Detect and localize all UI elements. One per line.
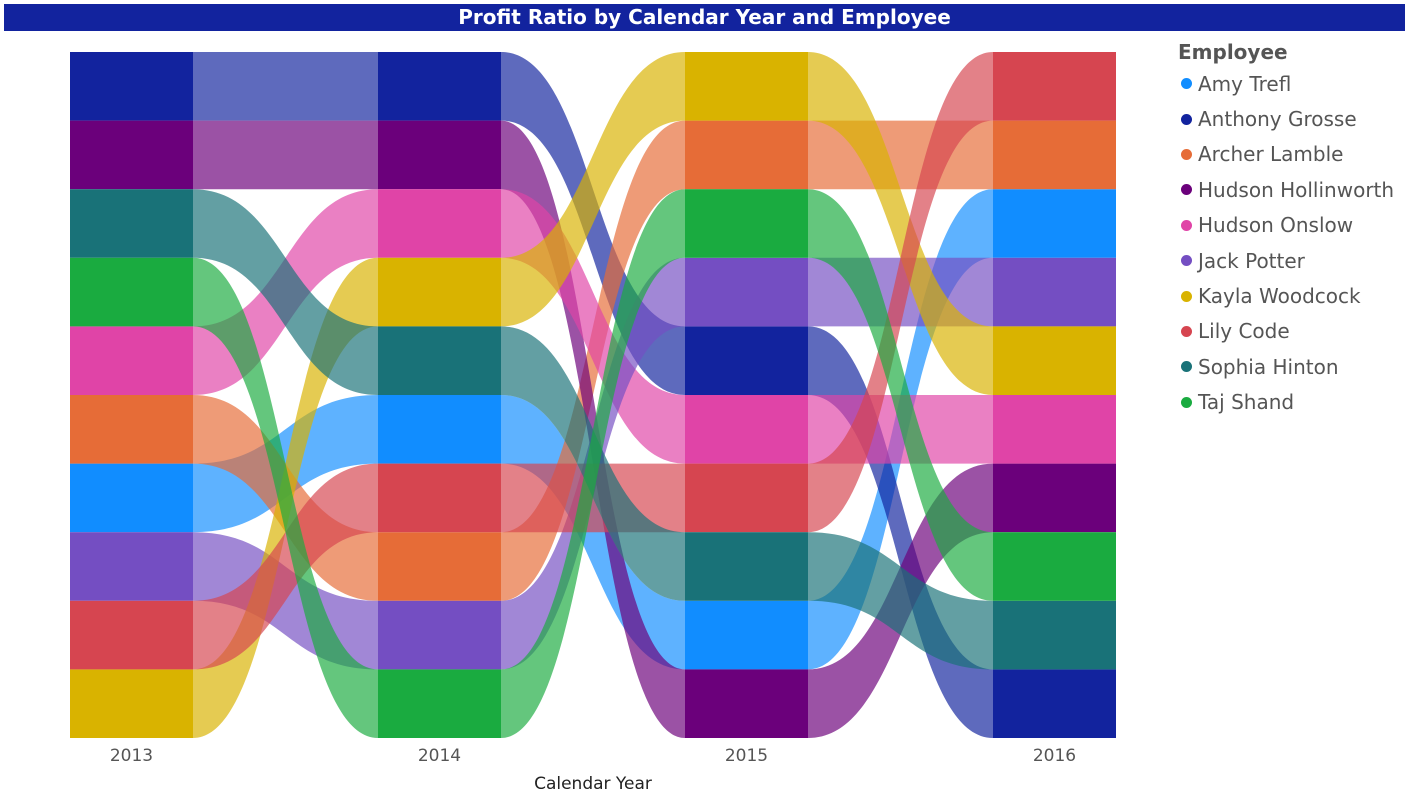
segment-lily-code-2016[interactable] xyxy=(993,52,1116,121)
segment-jack-potter-2015[interactable] xyxy=(685,257,808,327)
segment-hudson-onslow-2015[interactable] xyxy=(685,395,808,464)
legend-marker xyxy=(1181,361,1192,373)
segment-kayla-woodcock-2014[interactable] xyxy=(378,257,501,327)
ribbon-taj-shand-2015-2016[interactable] xyxy=(808,189,993,601)
legend-item-archer-lamble[interactable]: Archer Lamble xyxy=(1178,137,1394,172)
chart-title: Profit Ratio by Calendar Year and Employ… xyxy=(4,4,1405,31)
legend-marker xyxy=(1181,113,1192,125)
legend-label: Lily Code xyxy=(1198,319,1290,344)
segment-taj-shand-2014[interactable] xyxy=(378,669,501,738)
segment-archer-lamble-2014[interactable] xyxy=(378,532,501,601)
segment-kayla-woodcock-2013[interactable] xyxy=(70,669,193,738)
segment-hudson-hollinworth-2013[interactable] xyxy=(70,120,193,190)
segment-archer-lamble-2013[interactable] xyxy=(70,395,193,464)
ribbons-layer xyxy=(193,52,993,739)
ribbon-kayla-woodcock-2015-2016[interactable] xyxy=(808,52,993,395)
segment-sophia-hinton-2016[interactable] xyxy=(993,600,1116,670)
segment-taj-shand-2015[interactable] xyxy=(685,189,808,258)
legend-item-sophia-hinton[interactable]: Sophia Hinton xyxy=(1178,349,1394,384)
segment-hudson-hollinworth-2014[interactable] xyxy=(378,120,501,190)
legend-label: Archer Lamble xyxy=(1198,142,1344,167)
legend-item-hudson-onslow[interactable]: Hudson Onslow xyxy=(1178,208,1394,243)
legend-title: Employee xyxy=(1178,40,1288,64)
segment-lily-code-2013[interactable] xyxy=(70,600,193,670)
legend-label: Anthony Grosse xyxy=(1198,107,1357,132)
segment-jack-potter-2016[interactable] xyxy=(993,257,1116,327)
legend-marker xyxy=(1181,290,1192,302)
segment-amy-trefl-2016[interactable] xyxy=(993,189,1116,258)
segment-taj-shand-2016[interactable] xyxy=(993,532,1116,601)
legend-label: Amy Trefl xyxy=(1198,71,1292,96)
segment-anthony-grosse-2016[interactable] xyxy=(993,669,1116,738)
segment-archer-lamble-2015[interactable] xyxy=(685,120,808,190)
segment-lily-code-2014[interactable] xyxy=(378,463,501,533)
ribbon-taj-shand-2014-2015[interactable] xyxy=(501,189,685,738)
x-tick-label: 2015 xyxy=(725,746,768,766)
x-tick-label: 2014 xyxy=(418,746,461,766)
x-axis-title: Calendar Year xyxy=(534,774,652,794)
segment-lily-code-2015[interactable] xyxy=(685,463,808,533)
segment-hudson-hollinworth-2016[interactable] xyxy=(993,463,1116,533)
legend-label: Hudson Onslow xyxy=(1198,213,1354,238)
segment-amy-trefl-2014[interactable] xyxy=(378,395,501,464)
ribbon-sophia-hinton-2015-2016[interactable] xyxy=(808,532,993,670)
legend-label: Jack Potter xyxy=(1198,248,1305,273)
segment-taj-shand-2013[interactable] xyxy=(70,257,193,327)
legend-label: Taj Shand xyxy=(1198,390,1295,415)
legend-marker xyxy=(1181,78,1192,90)
segments-layer xyxy=(70,52,1116,738)
ribbon-lily-code-2015-2016[interactable] xyxy=(808,52,993,533)
segment-kayla-woodcock-2015[interactable] xyxy=(685,52,808,121)
legend-marker xyxy=(1181,325,1192,337)
segment-sophia-hinton-2014[interactable] xyxy=(378,326,501,395)
x-tick-label: 2016 xyxy=(1033,746,1076,766)
legend-item-taj-shand[interactable]: Taj Shand xyxy=(1178,385,1394,420)
legend-marker xyxy=(1181,219,1192,231)
legend-marker xyxy=(1181,184,1192,196)
segment-sophia-hinton-2013[interactable] xyxy=(70,189,193,258)
segment-sophia-hinton-2015[interactable] xyxy=(685,532,808,601)
legend-item-jack-potter[interactable]: Jack Potter xyxy=(1178,243,1394,278)
segment-hudson-onslow-2014[interactable] xyxy=(378,189,501,258)
ribbon-kayla-woodcock-2014-2015[interactable] xyxy=(501,52,685,327)
legend-item-lily-code[interactable]: Lily Code xyxy=(1178,314,1394,349)
segment-hudson-onslow-2013[interactable] xyxy=(70,326,193,395)
segment-anthony-grosse-2013[interactable] xyxy=(70,52,193,121)
segment-amy-trefl-2013[interactable] xyxy=(70,463,193,533)
legend-label: Kayla Woodcock xyxy=(1198,284,1361,309)
legend-marker xyxy=(1181,396,1192,408)
segment-jack-potter-2014[interactable] xyxy=(378,600,501,670)
legend-label: Hudson Hollinworth xyxy=(1198,177,1395,202)
ribbon-sophia-hinton-2013-2014[interactable] xyxy=(193,189,378,395)
segment-amy-trefl-2015[interactable] xyxy=(685,600,808,670)
legend-marker xyxy=(1181,255,1192,267)
ribbon-chart[interactable]: 2013 2014 2015 2016 Calendar Year xyxy=(0,0,1160,796)
legend-marker xyxy=(1181,148,1192,160)
legend-label: Sophia Hinton xyxy=(1198,354,1339,379)
legend-item-anthony-grosse[interactable]: Anthony Grosse xyxy=(1178,101,1394,136)
ribbon-hudson-hollinworth-2013-2014[interactable] xyxy=(193,120,378,190)
segment-archer-lamble-2016[interactable] xyxy=(993,120,1116,190)
x-tick-label: 2013 xyxy=(110,746,153,766)
segment-hudson-hollinworth-2015[interactable] xyxy=(685,669,808,738)
ribbon-anthony-grosse-2013-2014[interactable] xyxy=(193,52,378,121)
legend-items: Amy Trefl Anthony Grosse Archer Lamble Huds… xyxy=(1178,66,1394,420)
x-axis-ticks: 2013 2014 2015 2016 xyxy=(110,746,1076,766)
ribbon-lily-code-2013-2014[interactable] xyxy=(193,463,378,670)
legend-item-kayla-woodcock[interactable]: Kayla Woodcock xyxy=(1178,278,1394,313)
legend-item-amy-trefl[interactable]: Amy Trefl xyxy=(1178,66,1394,101)
segment-kayla-woodcock-2016[interactable] xyxy=(993,326,1116,395)
segment-anthony-grosse-2014[interactable] xyxy=(378,52,501,121)
legend-item-hudson-hollinworth[interactable]: Hudson Hollinworth xyxy=(1178,172,1394,207)
legend: Employee Amy Trefl Anthony Grosse Archer L… xyxy=(1178,38,1394,420)
segment-hudson-onslow-2016[interactable] xyxy=(993,395,1116,464)
segment-jack-potter-2013[interactable] xyxy=(70,532,193,601)
segment-anthony-grosse-2015[interactable] xyxy=(685,326,808,395)
ribbon-taj-shand-2013-2014[interactable] xyxy=(193,257,378,738)
